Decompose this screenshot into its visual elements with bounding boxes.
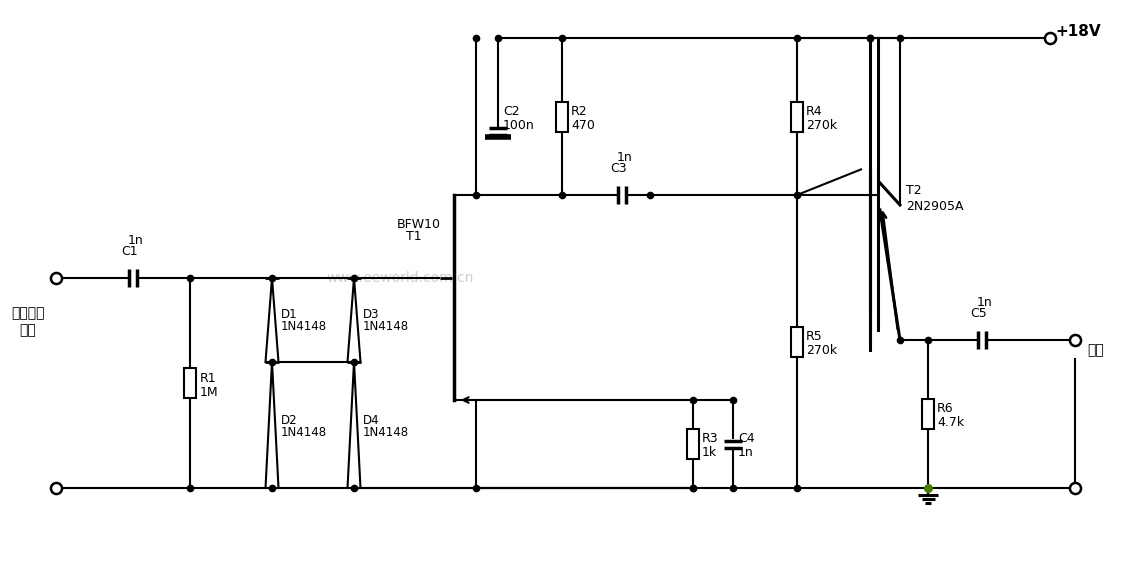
Text: C4: C4 [738, 433, 755, 446]
Text: 1k: 1k [702, 447, 718, 460]
Text: C3: C3 [611, 162, 628, 175]
Bar [556, 102, 568, 131]
Text: 1n: 1n [977, 296, 993, 309]
Text: 1N4148: 1N4148 [362, 321, 409, 333]
Text: D1: D1 [280, 308, 297, 322]
Text: T1: T1 [407, 230, 421, 243]
Text: 1n: 1n [738, 447, 754, 460]
Text: 1M: 1M [200, 385, 219, 398]
Text: 1N4148: 1N4148 [280, 321, 327, 333]
Text: 270k: 270k [806, 119, 837, 132]
Text: R1: R1 [200, 371, 216, 384]
Text: 2N2905A: 2N2905A [906, 200, 964, 213]
Text: BFW10: BFW10 [398, 218, 441, 231]
Bar [790, 326, 803, 356]
Text: R4: R4 [806, 105, 822, 118]
Text: D2: D2 [280, 413, 297, 426]
Text: R6: R6 [937, 402, 953, 415]
Text: 4.7k: 4.7k [937, 416, 964, 429]
Text: 输入: 输入 [19, 323, 36, 337]
Text: www.eeworld.com.cn: www.eeworld.com.cn [326, 271, 474, 285]
Text: R5: R5 [806, 330, 822, 343]
Text: R2: R2 [571, 105, 588, 118]
Text: C1: C1 [122, 245, 138, 258]
Text: 100n: 100n [503, 119, 534, 132]
Bar [185, 368, 196, 398]
Text: C2: C2 [503, 105, 519, 118]
Text: T2: T2 [906, 183, 921, 196]
Text: C5: C5 [970, 307, 988, 320]
Bar [921, 399, 934, 429]
Bar [687, 429, 699, 459]
Text: D3: D3 [362, 308, 379, 322]
Text: R3: R3 [702, 433, 719, 446]
Text: 470: 470 [571, 119, 595, 132]
Text: 1n: 1n [617, 151, 633, 164]
Text: +18V: +18V [1055, 24, 1100, 39]
Text: D4: D4 [362, 413, 379, 426]
Text: 1N4148: 1N4148 [362, 426, 409, 439]
Bar [790, 102, 803, 131]
Text: 270k: 270k [806, 344, 837, 357]
Text: 天线信号: 天线信号 [11, 306, 44, 320]
Text: 输出: 输出 [1087, 343, 1104, 357]
Text: 1N4148: 1N4148 [280, 426, 327, 439]
Text: 1n: 1n [128, 234, 144, 247]
